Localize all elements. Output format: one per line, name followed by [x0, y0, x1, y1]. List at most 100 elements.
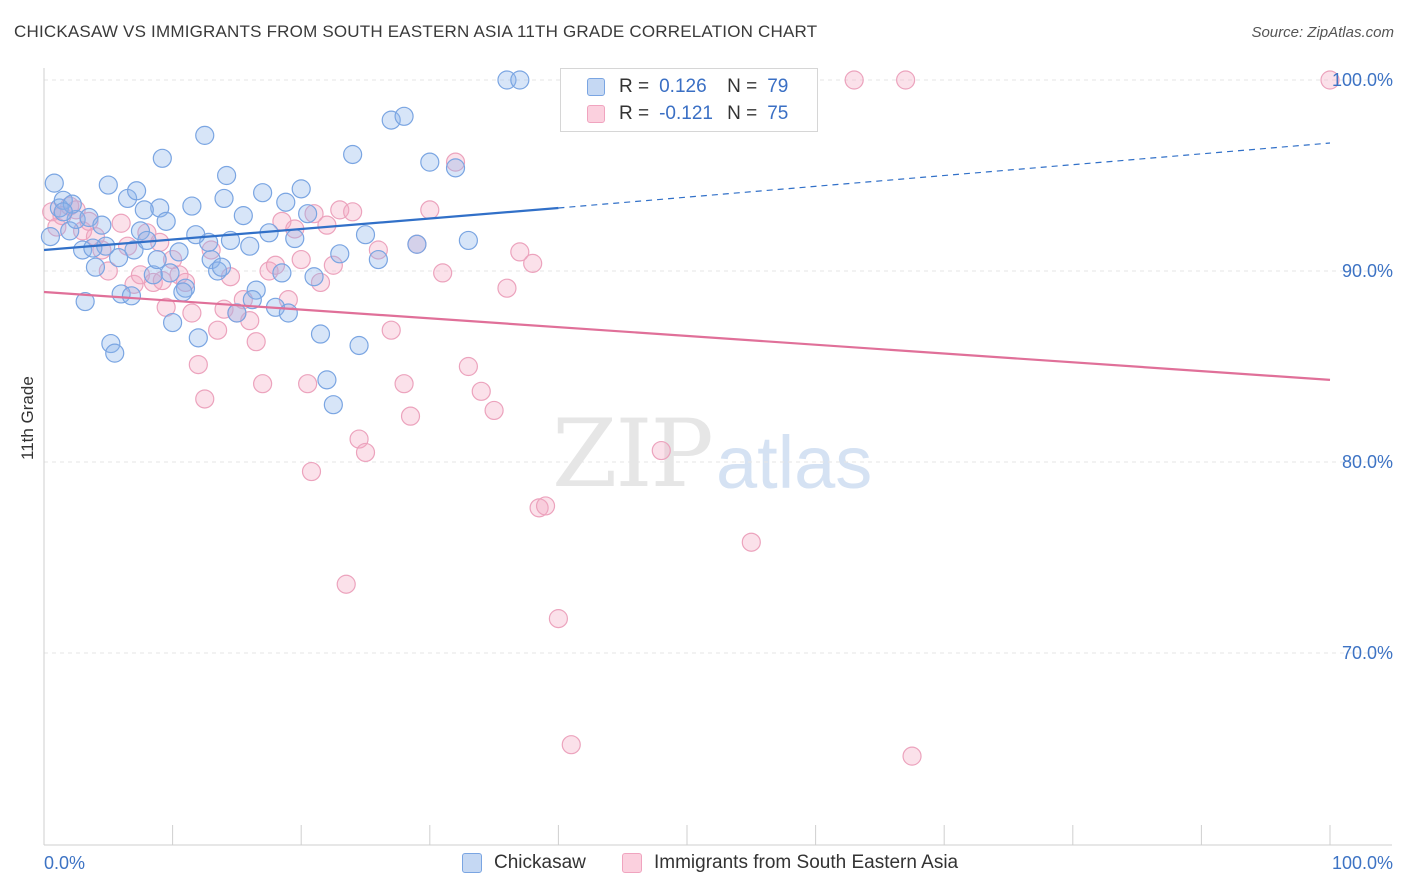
pink-point	[400, 406, 421, 426]
blue-point	[349, 335, 369, 356]
blue-point	[240, 236, 260, 256]
blue-point	[310, 324, 331, 344]
blue-point	[253, 183, 273, 203]
blue-point	[130, 221, 151, 241]
blue-point	[445, 158, 466, 178]
legend-r-value: -0.121	[659, 103, 713, 124]
blue-point	[92, 215, 112, 235]
legend-n-value: 75	[767, 103, 789, 124]
blue-point	[285, 228, 305, 249]
blue-point	[134, 200, 154, 220]
blue-point	[186, 225, 206, 245]
pink-point	[188, 354, 208, 375]
axes	[43, 68, 1392, 846]
bottom-legend-immigrants: Immigrants from South Eastern Asia	[622, 852, 958, 874]
blue-point	[124, 240, 144, 260]
pink-trend-line	[43, 290, 1331, 381]
legend-row-chickasaw: R = 0.126 N = 79	[587, 74, 788, 100]
y-tick-label: 90.0%	[1342, 261, 1393, 281]
blue-point	[291, 179, 311, 199]
pink-point	[111, 213, 131, 233]
pink-point	[301, 461, 322, 482]
pink-point	[208, 320, 228, 340]
pink-point	[497, 278, 517, 298]
pink-point	[182, 303, 202, 323]
blue-point	[143, 265, 163, 285]
blue-swatch-icon	[587, 78, 605, 96]
blue-point	[163, 312, 183, 333]
blue-point	[407, 234, 427, 254]
blue-point	[60, 221, 80, 241]
blue-point	[330, 244, 350, 264]
watermark-zip: ZIP	[552, 400, 714, 509]
blue-point	[211, 257, 232, 277]
pink-series-points	[42, 70, 1340, 766]
blue-point	[85, 257, 106, 277]
legend-r-label: R =	[619, 103, 650, 124]
blue-point	[278, 303, 298, 323]
blue-point	[156, 211, 176, 231]
blue-point	[394, 106, 414, 126]
grid-lines	[44, 79, 1392, 654]
pink-point	[323, 255, 343, 275]
blue-point	[276, 192, 296, 212]
blue-point	[83, 238, 103, 258]
pink-point	[445, 152, 466, 172]
source-label: Source: ZipAtlas.com	[1251, 24, 1394, 41]
pink-point	[298, 374, 318, 394]
bottom-legend: Chickasaw Immigrants from South Eastern …	[0, 852, 1406, 878]
legend-n-value: 79	[767, 76, 789, 97]
blue-point	[298, 204, 318, 224]
pink-point	[844, 70, 864, 90]
legend-r-value: 0.126	[659, 76, 707, 97]
blue-swatch-icon	[462, 853, 482, 873]
y-tick-label: 100.0%	[1332, 70, 1393, 90]
legend-n-label: N =	[727, 76, 758, 97]
pink-point	[471, 381, 491, 401]
pink-point	[548, 609, 569, 629]
pink-point	[561, 735, 581, 755]
blue-point	[160, 263, 180, 283]
pink-point	[902, 746, 922, 766]
blue-point	[53, 202, 73, 222]
blue-point	[246, 280, 266, 300]
blue-point	[182, 196, 202, 216]
bottom-legend-chickasaw: Chickasaw	[462, 852, 586, 874]
bottom-legend-label: Chickasaw	[494, 852, 586, 873]
legend-n-label: N =	[727, 103, 758, 124]
blue-point	[44, 173, 64, 193]
blue-point	[195, 125, 215, 145]
blue-point	[121, 286, 142, 306]
blue-point	[304, 267, 324, 287]
pink-point	[651, 440, 671, 461]
blue-point	[105, 343, 125, 363]
pink-point	[336, 574, 356, 594]
pink-point	[484, 400, 504, 421]
x-tick-label: 0.0%	[44, 853, 85, 873]
pink-point	[381, 320, 401, 340]
pink-point	[355, 442, 376, 463]
blue-point	[227, 303, 247, 323]
chart-title: CHICKASAW VS IMMIGRANTS FROM SOUTH EASTE…	[14, 22, 818, 41]
blue-point	[355, 225, 376, 245]
pink-point	[1320, 70, 1340, 90]
pink-point	[394, 374, 414, 394]
tick-labels: 70.0% 80.0% 90.0% 100.0% 0.0% 100.0%	[44, 70, 1393, 873]
pink-point	[458, 356, 478, 377]
blue-point	[381, 110, 401, 130]
blue-point	[108, 248, 129, 268]
pink-point	[510, 242, 530, 262]
pink-point	[420, 200, 440, 220]
blue-point	[208, 261, 228, 281]
pink-point	[343, 202, 363, 222]
pink-point	[304, 204, 324, 224]
blue-point	[152, 148, 172, 168]
blue-point	[317, 370, 337, 390]
pink-point	[535, 496, 556, 516]
blue-point	[343, 144, 363, 165]
blue-point	[368, 249, 388, 270]
blue-point	[420, 152, 440, 172]
blue-series-points	[40, 70, 530, 415]
pink-point	[317, 215, 337, 235]
